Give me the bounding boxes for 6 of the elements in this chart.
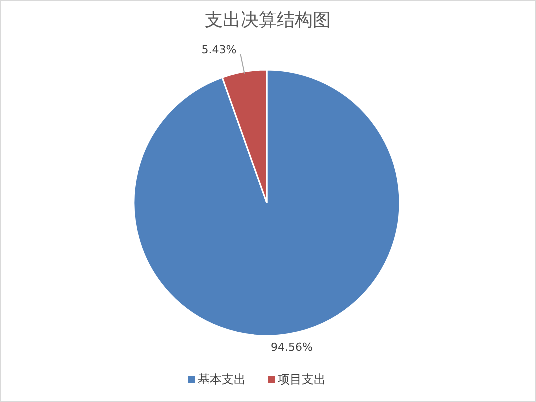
data-label: 5.43%	[202, 43, 237, 56]
data-label: 94.56%	[270, 340, 313, 354]
legend-label: 项目支出	[278, 372, 326, 386]
chart-title: 支出决算结构图	[205, 10, 331, 31]
pie-slice	[134, 69, 401, 337]
legend-label: 基本支出	[198, 372, 246, 386]
